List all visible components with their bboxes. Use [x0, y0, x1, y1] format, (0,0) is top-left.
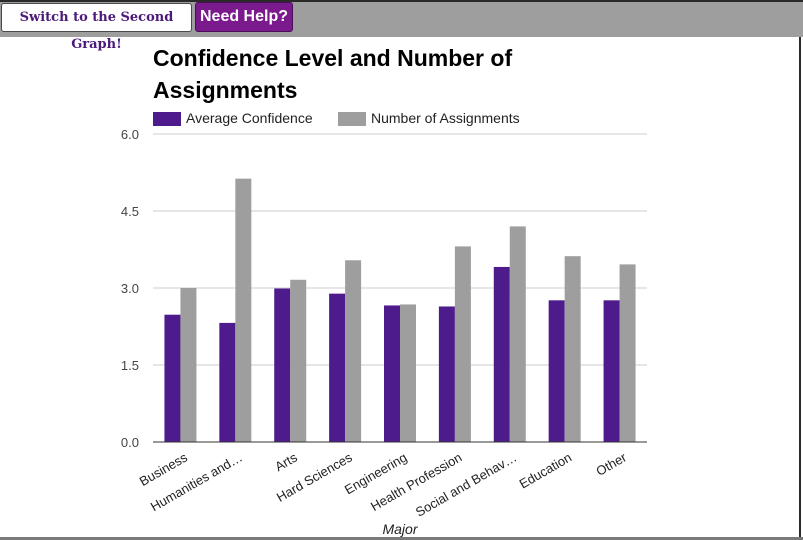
bar-average-confidence — [384, 305, 400, 442]
x-tick-label: Humanities and… — [148, 450, 245, 515]
x-tick-label: Arts — [272, 449, 300, 474]
x-axis-title: Major — [382, 521, 418, 537]
bar-average-confidence — [164, 314, 181, 442]
bar-average-confidence — [548, 300, 565, 442]
legend-swatch-assignments — [338, 112, 366, 126]
switch-graph-button[interactable]: Switch to the Second Graph! — [1, 3, 192, 52]
bar-average-confidence — [603, 300, 620, 442]
frame-border-bottom — [0, 537, 803, 540]
frame-border-right — [799, 37, 801, 540]
bar-number-of-assignments — [400, 304, 416, 442]
legend-item-assignments: Number of Assignments — [338, 110, 538, 127]
x-tick-label: Social and Behav… — [413, 450, 519, 520]
legend-label-assignments: Number of Assignments — [371, 110, 520, 126]
bar-average-confidence — [329, 293, 346, 442]
x-tick-label: Other — [593, 449, 629, 479]
bar-number-of-assignments — [345, 260, 362, 442]
bar-number-of-assignments — [290, 279, 307, 442]
bar-number-of-assignments — [619, 264, 636, 442]
bar-average-confidence — [219, 322, 236, 442]
legend-item-confidence: Average Confidence — [153, 110, 323, 127]
x-tick-label: Education — [517, 450, 575, 492]
help-button[interactable]: Need Help? — [195, 2, 293, 32]
legend-swatch-confidence — [153, 112, 181, 126]
bar-number-of-assignments — [235, 178, 252, 442]
legend-label-confidence: Average Confidence — [186, 110, 313, 126]
bar-average-confidence — [493, 266, 510, 442]
chart-title: Confidence Level and Number of Assignmen… — [153, 45, 513, 103]
y-tick-label: 3.0 — [121, 281, 139, 296]
bar-number-of-assignments — [180, 288, 197, 442]
y-tick-label: 4.5 — [121, 204, 139, 219]
bar-number-of-assignments — [509, 226, 526, 442]
y-tick-label: 6.0 — [121, 127, 139, 142]
bar-average-confidence — [274, 288, 291, 442]
bar-number-of-assignments — [564, 256, 581, 442]
y-tick-label: 0.0 — [121, 435, 139, 450]
bar-number-of-assignments — [454, 246, 471, 442]
bar-average-confidence — [438, 306, 455, 442]
y-tick-label: 1.5 — [121, 358, 139, 373]
